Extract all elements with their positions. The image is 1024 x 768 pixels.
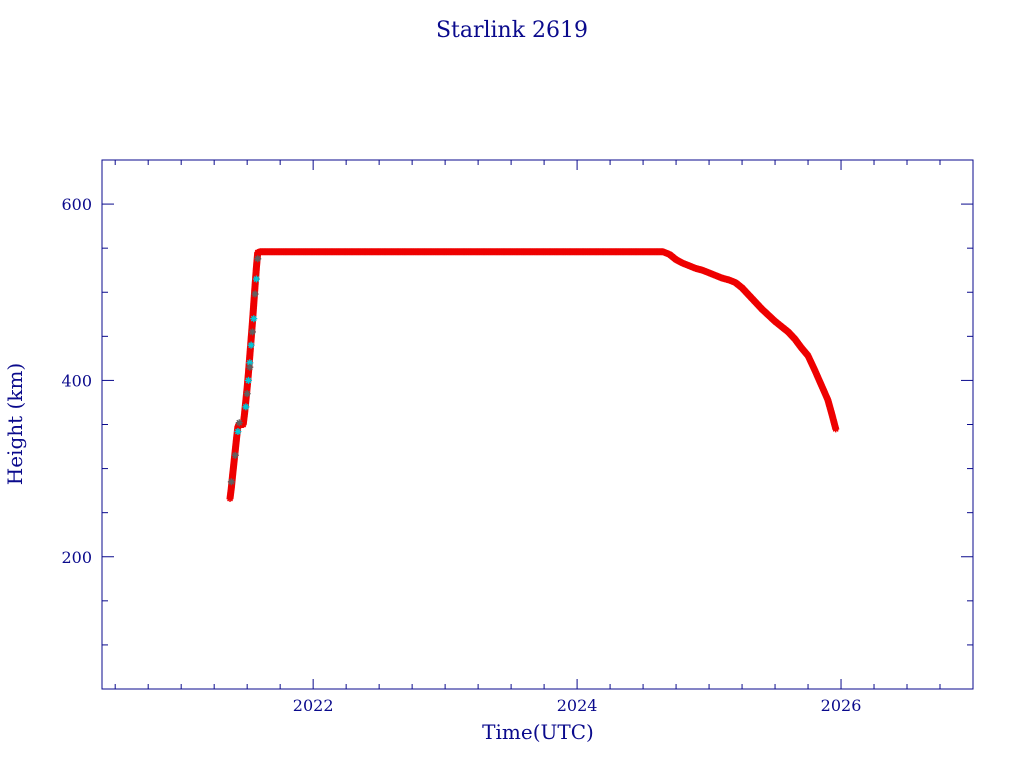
data-point (244, 376, 252, 384)
data-point-glyph (251, 290, 259, 298)
data-point-glyph (246, 363, 254, 371)
data-point-glyph (246, 359, 254, 367)
data-point-glyph (227, 478, 235, 486)
data-point-glyph (247, 341, 255, 349)
data-point (235, 419, 243, 427)
data-point-glyph (832, 425, 840, 433)
axes: 2022 2024 2026 200 400 600 (61, 160, 974, 715)
x-tick-label: 2022 (293, 696, 334, 715)
data-points (226, 248, 840, 503)
y-tick-label: 200 (61, 548, 92, 567)
data-point-glyph (231, 451, 239, 459)
data-point (248, 328, 256, 336)
data-point (250, 315, 258, 323)
data-point (227, 478, 235, 486)
plot-area-frame (101, 159, 974, 690)
data-point-glyph (235, 419, 243, 427)
data-point-glyph (243, 390, 251, 398)
data-point (832, 425, 840, 433)
y-tick-label: 400 (61, 371, 92, 390)
data-point (231, 451, 239, 459)
y-tick-label: 600 (61, 195, 92, 214)
x-tick-label: 2026 (821, 696, 862, 715)
data-point-glyph (234, 428, 242, 436)
data-point (251, 290, 259, 298)
data-point-glyph (254, 255, 262, 263)
data-point-glyph (248, 328, 256, 336)
data-point-glyph (244, 376, 252, 384)
data-point (254, 255, 262, 263)
data-point (234, 428, 242, 436)
data-point-glyph (242, 403, 250, 411)
data-point (246, 363, 254, 371)
data-point (243, 390, 251, 398)
data-point (242, 403, 250, 411)
chart-title: Starlink 2619 (436, 18, 588, 43)
x-tick-label: 2024 (557, 696, 598, 715)
x-axis-label: Time(UTC) (482, 720, 594, 744)
y-axis-label: Height (km) (3, 363, 27, 485)
data-point-glyph (252, 275, 260, 283)
data-point (252, 275, 260, 283)
data-point (246, 359, 254, 367)
data-point (247, 341, 255, 349)
data-point-glyph (250, 315, 258, 323)
